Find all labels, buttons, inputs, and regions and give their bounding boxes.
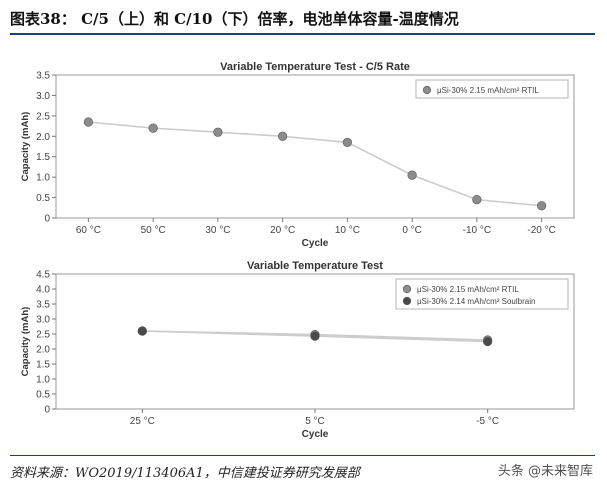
source-note: 资料来源：WO2019/113406A1，中信建投证券研究发展部 xyxy=(10,466,360,481)
y-axis-label: Capacity (mAh) xyxy=(20,112,31,182)
legend xyxy=(415,79,569,99)
y-tick-label: 2.0 xyxy=(36,132,50,143)
x-tick-label: 5 °C xyxy=(305,416,325,427)
data-point xyxy=(213,127,223,137)
watermark: 头条 @未来智库 xyxy=(497,464,593,479)
chart-title: Variable Temperature Test - C/5 Rate xyxy=(220,61,410,73)
y-tick-label: 2.0 xyxy=(36,345,50,356)
data-point xyxy=(342,137,352,148)
data-point xyxy=(278,131,288,141)
plot-area xyxy=(55,74,575,219)
y-tick-label: 1.5 xyxy=(36,152,50,163)
y-axis-label: Capacity (mAh) xyxy=(20,307,31,377)
chart-title: Variable Temperature Test xyxy=(247,260,383,272)
data-point xyxy=(83,117,93,127)
y-tick-label: 3.5 xyxy=(36,71,50,82)
y-tick-label: 1.5 xyxy=(36,360,50,371)
x-tick-label: -20 °C xyxy=(527,225,555,236)
y-tick-label: 0.5 xyxy=(36,193,50,204)
x-axis-label: Cycle xyxy=(302,238,329,249)
legend-label: μSi-30% 2.15 mAh/cm² RTIL xyxy=(437,86,539,95)
y-tick-label: 4.0 xyxy=(36,285,50,296)
x-tick-label: 60 °C xyxy=(76,225,101,236)
x-axis-label: Cycle xyxy=(302,429,329,440)
data-point xyxy=(137,326,147,336)
y-tick-label: 1.0 xyxy=(36,173,50,184)
y-tick-label: 4.5 xyxy=(36,270,50,281)
y-tick-label: 2.5 xyxy=(36,330,50,341)
figure-title: 图表38： C/5（上）和 C/10（下）倍率，电池单体容量-温度情况 xyxy=(10,10,459,28)
y-tick-label: 3.0 xyxy=(36,315,50,326)
title-rule xyxy=(10,33,595,35)
data-point xyxy=(483,336,493,347)
data-point xyxy=(310,331,320,341)
y-tick-label: 0 xyxy=(44,405,50,416)
legend xyxy=(395,278,569,310)
y-tick-label: 2.5 xyxy=(36,111,50,122)
legend-marker xyxy=(422,85,432,95)
data-point xyxy=(472,195,482,205)
y-tick-label: 0.5 xyxy=(36,390,50,401)
legend-label: μSi-30% 2.14 mAh/cm² Soulbrain xyxy=(417,297,535,306)
data-point xyxy=(407,170,417,180)
x-tick-label: 20 °C xyxy=(270,225,295,236)
x-tick-label: -10 °C xyxy=(463,225,491,236)
chart-c10-rate: Variable Temperature Test 0 0.5 1.0 1.5 2.0 2.… xyxy=(20,260,575,440)
legend-marker xyxy=(402,296,412,306)
series-line xyxy=(88,121,542,207)
x-tick-label: -5 °C xyxy=(476,416,499,427)
y-tick-label: 3.5 xyxy=(36,300,50,311)
legend-marker xyxy=(402,284,412,294)
y-tick-label: 1.0 xyxy=(36,375,50,386)
x-tick-label: 10 °C xyxy=(335,225,360,236)
chart-c5-rate: Variable Temperature Test - C/5 Rate 0 0.5… xyxy=(20,61,575,249)
x-tick-label: 30 °C xyxy=(205,225,230,236)
y-tick-label: 0 xyxy=(44,214,50,225)
x-tick-label: 25 °C xyxy=(130,416,155,427)
x-tick-label: 0 °C xyxy=(402,225,422,236)
data-point xyxy=(537,201,547,211)
legend-label: μSi-30% 2.15 mAh/cm² RTIL xyxy=(417,285,519,294)
source-rule xyxy=(10,455,595,456)
x-tick-label: 50 °C xyxy=(141,225,166,236)
y-tick-label: 3.0 xyxy=(36,91,50,102)
data-point xyxy=(148,123,158,133)
